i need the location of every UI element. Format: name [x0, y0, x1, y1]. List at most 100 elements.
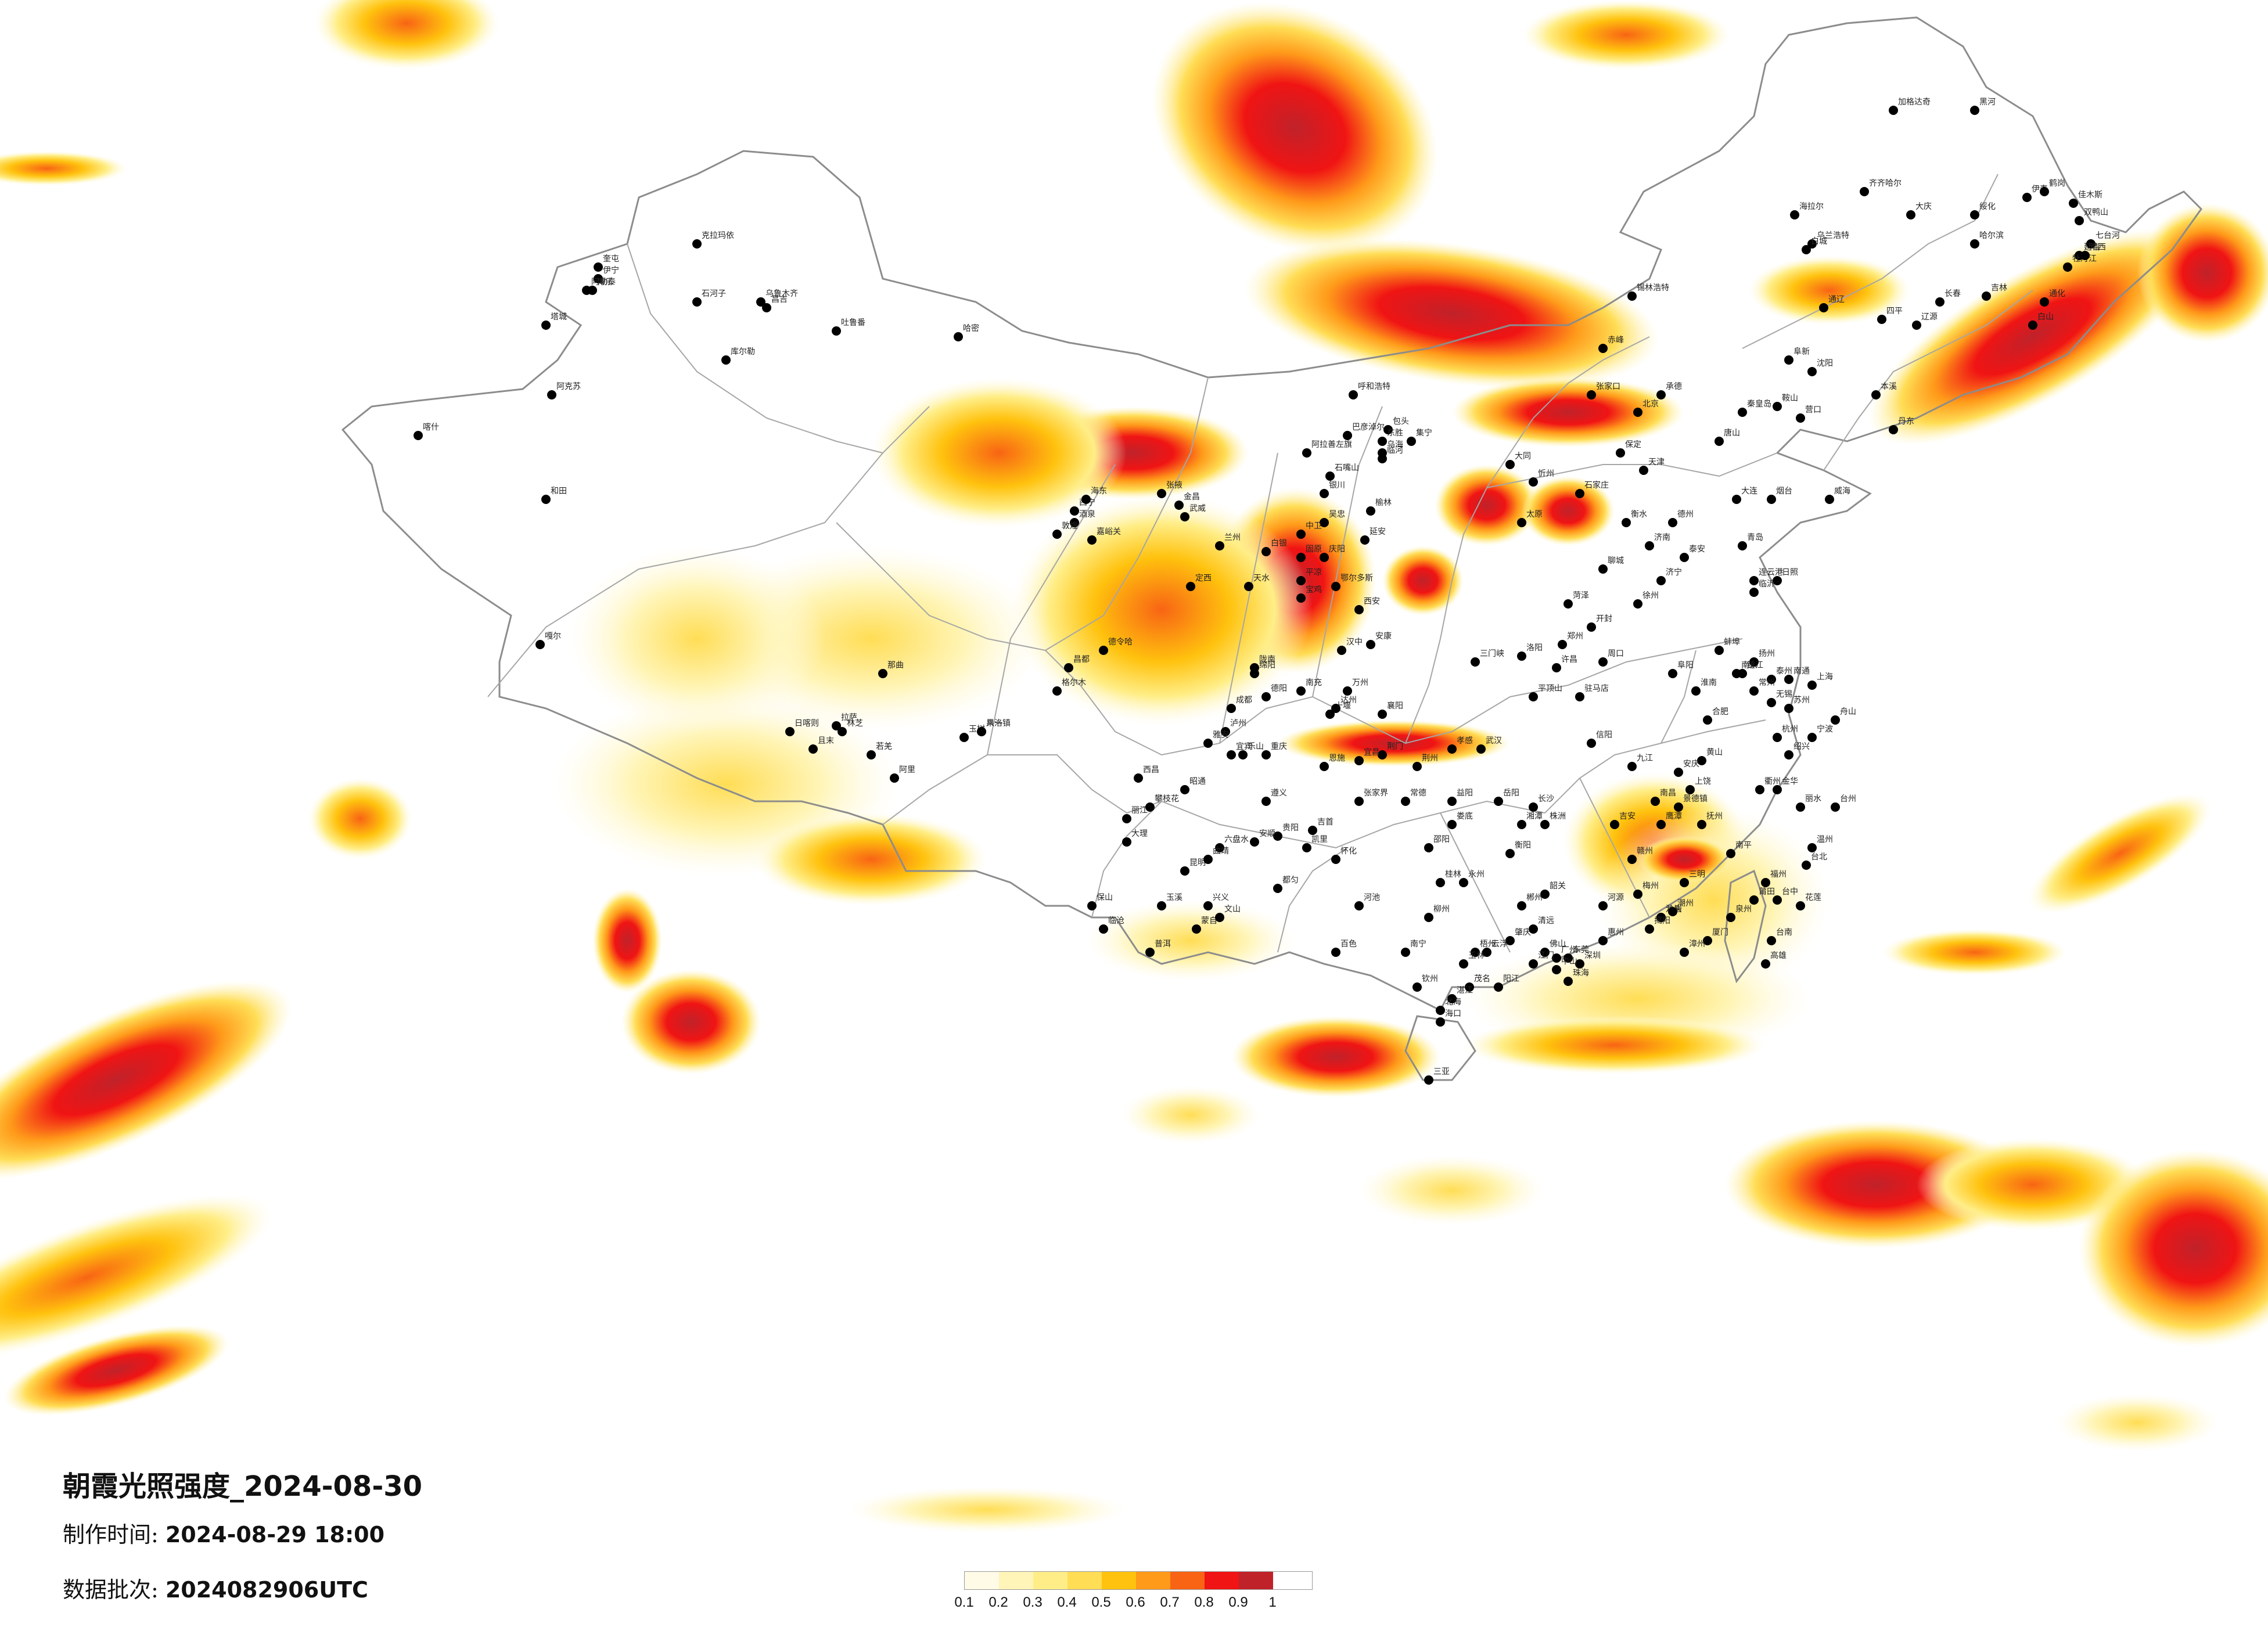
city-dot [1807, 367, 1817, 376]
city-marker: 和田 [541, 487, 567, 504]
made-time-line: 制作时间: 2024-08-29 18:00 [63, 1517, 422, 1549]
city-marker: 丽水 [1796, 794, 1821, 812]
city-marker: 贵阳 [1273, 823, 1299, 841]
city-dot [1122, 837, 1131, 847]
city-dot [1227, 704, 1236, 713]
city-marker: 南昌 [1651, 789, 1676, 806]
city-label: 固原 [1306, 545, 1322, 554]
city-dot [1645, 541, 1654, 550]
city-marker: 达州 [1331, 696, 1357, 713]
city-label: 巴彦淖尔 [1352, 423, 1385, 432]
city-marker: 八一镇 [977, 719, 1011, 736]
city-dot [2080, 251, 2090, 260]
city-label: 酒泉 [1079, 509, 1095, 519]
city-dot [1517, 651, 1526, 661]
city-label: 娄底 [1457, 812, 1473, 821]
city-label: 衡阳 [1515, 841, 1531, 850]
city-label: 上海 [1817, 672, 1833, 682]
city-label: 兴义 [1213, 893, 1229, 902]
city-label: 鹰潭 [1666, 811, 1682, 821]
city-dot [414, 431, 423, 440]
legend-swatch [1102, 1572, 1136, 1589]
city-label: 永州 [1468, 870, 1485, 879]
city-dot [1360, 535, 1370, 545]
city-label: 集宁 [1416, 428, 1432, 438]
city-label: 百色 [1340, 939, 1357, 949]
city-marker: 韶关 [1540, 881, 1566, 899]
city-marker: 台州 [1831, 794, 1856, 812]
city-marker: 孝感 [1447, 736, 1473, 754]
city-marker: 襄阳 [1378, 701, 1403, 719]
city-label: 吉安 [1619, 812, 1636, 821]
city-dot [1087, 535, 1097, 545]
city-dot [1749, 657, 1759, 667]
city-dot [1064, 663, 1073, 672]
city-dot [1802, 245, 1811, 254]
city-label: 吉首 [1317, 818, 1334, 827]
city-marker: 固原 [1296, 545, 1322, 562]
city-dot [838, 727, 847, 736]
city-label: 平凉 [1306, 568, 1322, 577]
city-dot [1471, 657, 1480, 667]
city-label: 恩施 [1329, 754, 1345, 763]
city-label: 海拉尔 [1799, 202, 1824, 211]
city-dot [954, 332, 963, 341]
city-marker: 莆田 [1749, 887, 1775, 905]
city-label: 嘎尔 [545, 632, 561, 641]
city-label: 宝鸡 [1306, 585, 1322, 595]
city-marker: 白银 [1261, 539, 1287, 556]
city-label: 台北 [1811, 852, 1827, 862]
city-dot [1540, 948, 1550, 957]
city-label: 延安 [1370, 527, 1386, 537]
city-label: 唐山 [1724, 428, 1740, 438]
city-marker: 周口 [1598, 649, 1624, 667]
city-label: 常州 [1759, 678, 1775, 687]
city-label: 海口 [1445, 1009, 1461, 1018]
city-marker: 长春 [1935, 289, 1961, 307]
legend-swatch [1205, 1572, 1239, 1589]
city-marker: 佳木斯 [2069, 190, 2102, 208]
city-dot [1622, 518, 1631, 527]
legend-swatch [999, 1572, 1033, 1589]
city-label: 丽水 [1805, 794, 1821, 804]
city-label: 益阳 [1457, 789, 1473, 798]
city-dot [1215, 843, 1224, 852]
city-dot [1366, 640, 1375, 649]
city-marker: 汉中 [1337, 638, 1363, 655]
city-label: 赣州 [1637, 847, 1653, 856]
city-dot [1273, 832, 1282, 841]
city-label: 鹤岗 [2049, 179, 2065, 188]
city-marker: 齐齐哈尔 [1860, 179, 1902, 196]
city-marker: 高雄 [1761, 951, 1787, 969]
city-label: 三门峡 [1480, 649, 1504, 658]
city-label: 西昌 [1143, 765, 1159, 775]
city-marker: 蒙自 [1192, 916, 1217, 934]
city-dot [1354, 797, 1364, 806]
city-dot [1668, 518, 1677, 527]
city-marker: 东胜 [1378, 429, 1403, 446]
city-label: 开封 [1596, 614, 1612, 624]
city-marker: 石嘴山 [1325, 463, 1359, 481]
city-marker: 赣州 [1627, 847, 1653, 864]
city-label: 清远 [1538, 916, 1554, 926]
city-marker: 秦皇岛 [1738, 399, 1771, 417]
city-marker: 台北 [1802, 852, 1827, 870]
city-label: 长春 [1944, 289, 1961, 298]
city-dot [1354, 605, 1364, 614]
city-dot [1627, 291, 1637, 301]
city-label: 中卫 [1306, 521, 1322, 531]
city-label: 陇南 [1259, 655, 1275, 664]
city-dot [1331, 855, 1340, 864]
city-marker: 绥化 [1970, 202, 1996, 219]
city-marker: 临河 [1378, 446, 1403, 463]
city-label: 洛阳 [1526, 643, 1543, 653]
city-label: 菏泽 [1573, 591, 1589, 600]
city-dot [1633, 599, 1642, 609]
legend-tick-label: 0.7 [1160, 1594, 1180, 1610]
city-dot [762, 303, 771, 312]
city-dot [1401, 948, 1410, 957]
city-label: 德令哈 [1108, 638, 1133, 647]
city-marker: 乌鲁木齐 [756, 289, 798, 307]
city-marker: 安庆 [1674, 759, 1699, 777]
city-dot [721, 355, 731, 365]
